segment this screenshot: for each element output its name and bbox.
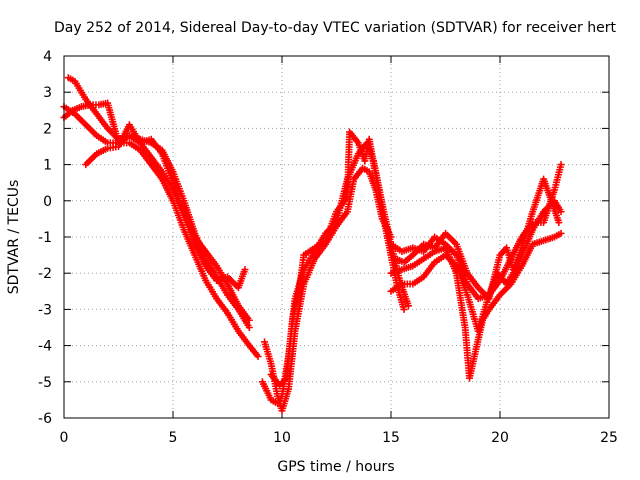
- data-point: [245, 324, 253, 331]
- y-tick-label: -4: [38, 339, 52, 355]
- series-trace-d: [82, 121, 253, 324]
- y-tick-label: -3: [38, 302, 52, 318]
- x-tick-label: 15: [382, 430, 400, 446]
- data-point: [557, 161, 565, 169]
- y-tick-label: -5: [38, 375, 52, 391]
- y-tick-label: -1: [38, 230, 52, 246]
- data-point: [404, 302, 412, 310]
- y-axis-label: SDTVAR / TECUs: [6, 180, 22, 295]
- x-tick-label: 20: [491, 430, 509, 446]
- data-point: [241, 266, 249, 274]
- x-tick-label: 25: [600, 430, 618, 446]
- y-tick-label: 0: [43, 194, 52, 210]
- grid-lines: [64, 56, 609, 418]
- data-point: [245, 316, 253, 324]
- y-tick-label: 2: [43, 121, 52, 137]
- plot-frame: [63, 55, 610, 419]
- data-point: [254, 352, 262, 360]
- data-point: [555, 219, 563, 227]
- series-trace-i: [387, 229, 565, 382]
- series-trace-j: [391, 175, 563, 303]
- y-tick-label: 1: [43, 158, 52, 174]
- y-tick-label: 3: [43, 85, 52, 101]
- x-tick-label: 5: [169, 430, 178, 446]
- chart-title: Day 252 of 2014, Sidereal Day-to-day VTE…: [54, 20, 616, 36]
- data-point: [557, 229, 565, 237]
- data-point: [557, 208, 565, 216]
- x-tick-label: 10: [273, 430, 291, 446]
- x-axis-label: GPS time / hours: [277, 459, 394, 475]
- y-tick-label: -2: [38, 266, 52, 282]
- series-trace-g: [267, 128, 408, 389]
- y-tick-label: 4: [43, 49, 52, 65]
- series-trace-k: [387, 197, 565, 335]
- x-tick-label: 0: [60, 430, 69, 446]
- data-markers: [60, 74, 565, 415]
- data-point: [400, 305, 408, 313]
- y-tick-label: -6: [38, 411, 52, 427]
